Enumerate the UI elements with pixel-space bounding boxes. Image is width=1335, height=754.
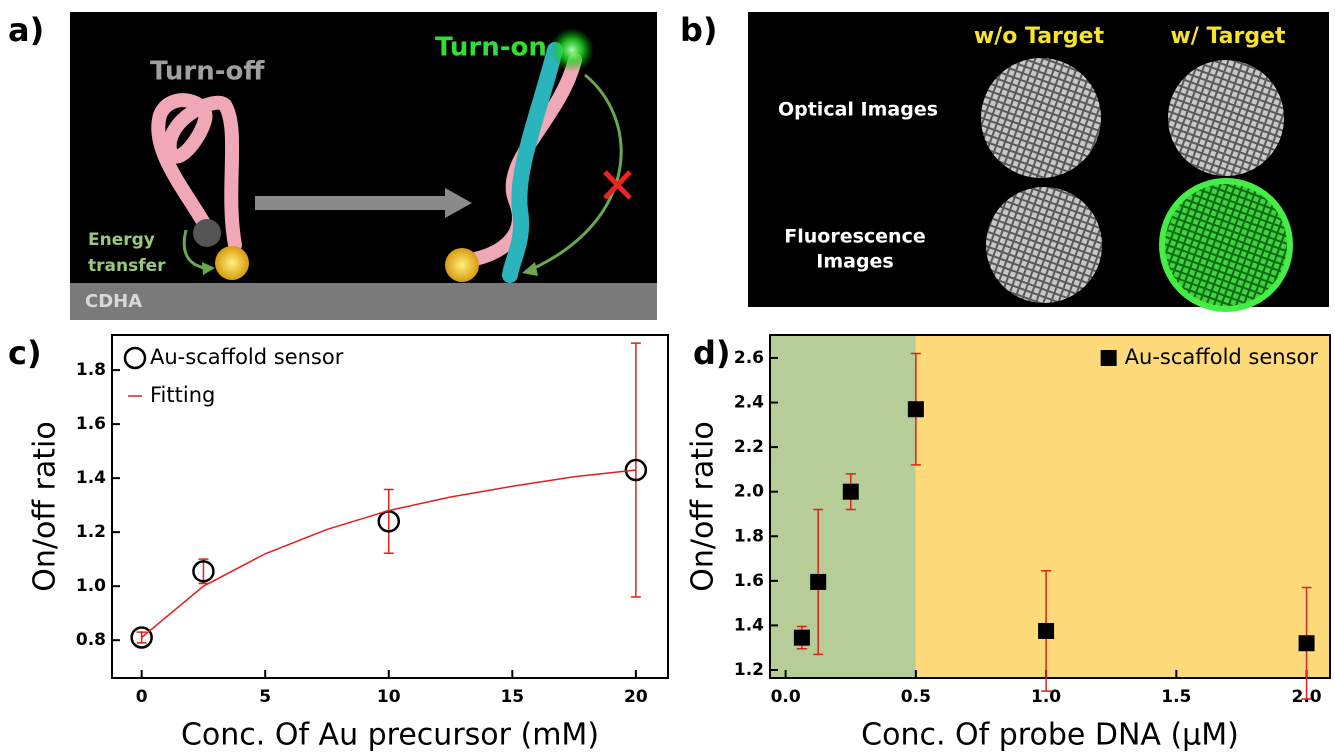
data-point xyxy=(1299,635,1315,651)
scaffold-image xyxy=(1162,181,1290,309)
panel-a: a) CDHA Turn-off Energy transfer Turn-on xyxy=(8,11,657,320)
x-tick-label: 0.5 xyxy=(901,687,931,707)
gold-particle xyxy=(215,246,249,280)
charts: 0 5 10 15 20 0.8 1.0 1.2 1.4 1.6 1.8 Conc. Of Au pr… xyxy=(8,334,1330,753)
x-tick-label: 0 xyxy=(136,687,148,707)
x-tick-label: 5 xyxy=(259,687,271,707)
gold-particle xyxy=(445,248,479,282)
data-point xyxy=(794,630,810,646)
fluorophore xyxy=(550,28,594,72)
y-tick-label: 1.0 xyxy=(76,576,106,596)
y-tick-label: 1.2 xyxy=(76,522,106,542)
figure: a) CDHA Turn-off Energy transfer Turn-on… xyxy=(0,0,1335,754)
y-tick-label: 0.8 xyxy=(76,630,106,650)
state-label: Turn-on xyxy=(435,33,547,63)
shaded-region xyxy=(770,335,916,678)
shaded-region xyxy=(916,335,1330,678)
panel-b: b) w/o Target w/ Target Optical Images F… xyxy=(680,11,1329,309)
x-axis-label: Conc. Of Au precursor (mM) xyxy=(181,718,599,753)
data-point xyxy=(843,484,859,500)
y-tick-label: 1.6 xyxy=(76,414,106,434)
y-tick-label: 1.4 xyxy=(76,468,106,488)
panel-label: b) xyxy=(680,11,718,49)
column-header: w/ Target xyxy=(1170,24,1286,49)
legend-symbol xyxy=(1101,350,1117,366)
state-label: Turn-off xyxy=(150,57,265,87)
x-tick-label: 20 xyxy=(624,687,648,707)
data-point xyxy=(810,574,826,590)
y-tick-label: 2.4 xyxy=(734,393,764,413)
substrate-label: CDHA xyxy=(85,291,142,312)
data-point xyxy=(908,401,924,417)
panel-label: c) xyxy=(8,334,42,372)
x-tick-label: 0.0 xyxy=(771,687,801,707)
x-tick-label: 15 xyxy=(500,687,524,707)
column-header: w/o Target xyxy=(974,24,1105,49)
x-tick-label: 1.5 xyxy=(1161,687,1191,707)
panel-label: d) xyxy=(693,334,731,372)
error-bar xyxy=(384,489,394,553)
scaffold-image xyxy=(1168,60,1284,176)
y-axis-label: On/off ratio xyxy=(28,421,63,591)
legend-label: Fitting xyxy=(150,383,215,407)
y-tick-label: 1.8 xyxy=(76,360,106,380)
row-header: Fluorescence xyxy=(784,226,925,248)
row-header: Optical Images xyxy=(778,99,938,121)
row-header: Images xyxy=(816,251,893,273)
y-tick-label: 2.6 xyxy=(734,348,764,368)
scaffold-image xyxy=(986,187,1102,303)
arrow xyxy=(255,196,445,210)
substrate xyxy=(70,283,657,320)
x-tick-label: 10 xyxy=(377,687,401,707)
legend-label: Au-scaffold sensor xyxy=(150,345,344,369)
y-tick-label: 2.2 xyxy=(734,437,764,457)
panel-label: a) xyxy=(8,11,44,49)
x-axis-label: Conc. Of probe DNA (μM) xyxy=(861,718,1239,753)
y-tick-label: 1.6 xyxy=(734,571,764,591)
legend-label: Au-scaffold sensor xyxy=(1125,345,1319,369)
annotation: transfer xyxy=(88,256,166,276)
annotation: Energy xyxy=(88,230,155,250)
y-tick-label: 1.4 xyxy=(734,615,764,635)
y-tick-label: 1.2 xyxy=(734,660,764,680)
data-point xyxy=(1038,623,1054,639)
y-axis-label: On/off ratio xyxy=(686,421,721,591)
quencher xyxy=(193,219,221,247)
legend-symbol xyxy=(125,348,145,368)
scaffold-image xyxy=(981,58,1101,178)
y-tick-label: 2.0 xyxy=(734,482,764,502)
y-tick-label: 1.8 xyxy=(734,526,764,546)
